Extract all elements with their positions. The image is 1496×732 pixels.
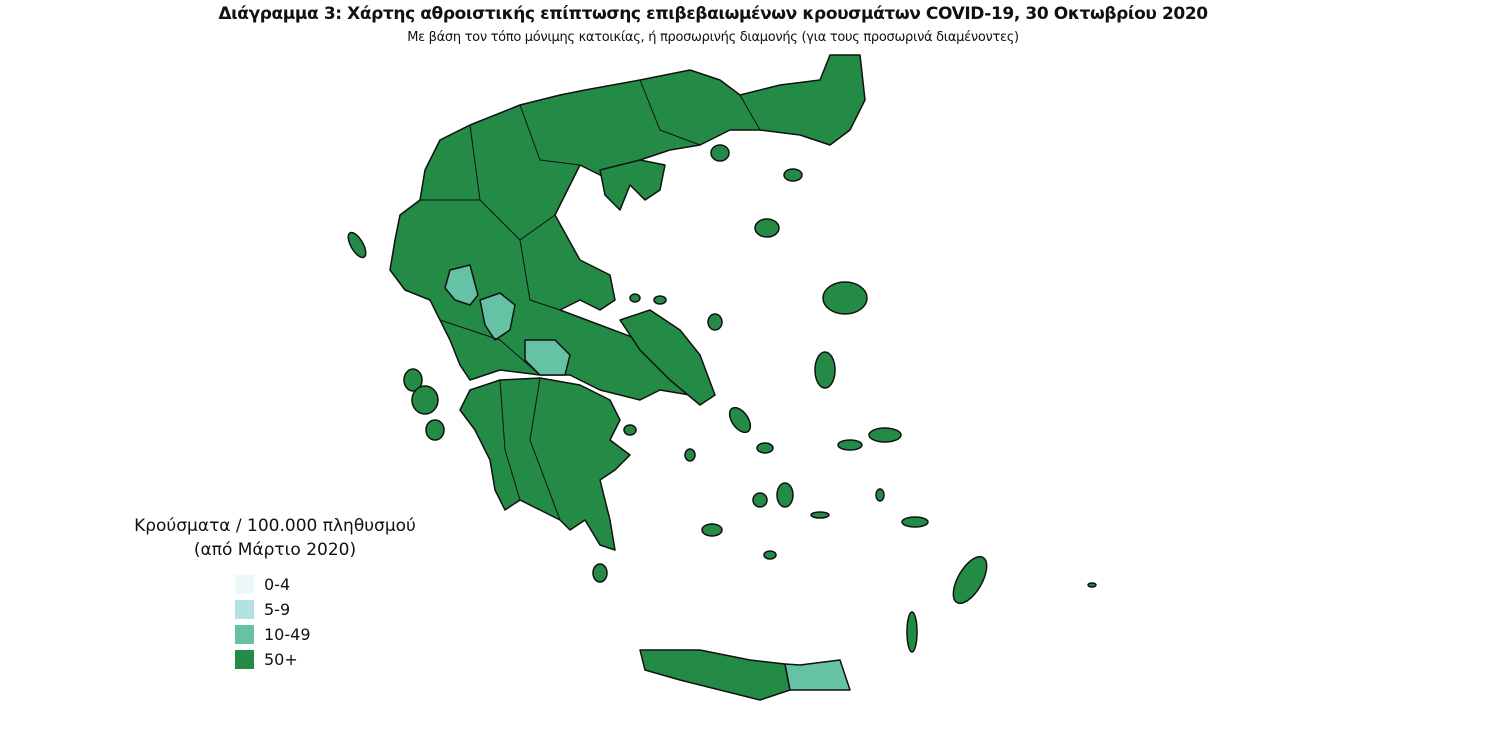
legend-item: 50+: [235, 647, 440, 672]
region-10-49-b: [479, 292, 516, 341]
internal-boundaries: [420, 79, 761, 521]
island-limnos: [754, 218, 780, 238]
island-naxos: [776, 482, 794, 508]
legend-item: 0-4: [235, 572, 440, 597]
island-ikaria: [837, 439, 863, 451]
island-aegina: [623, 424, 637, 436]
region-10-49-c: [524, 339, 571, 376]
island-kastellorizo: [1087, 582, 1097, 588]
region-peloponnese: [459, 377, 631, 551]
legend-label: 10-49: [264, 625, 311, 644]
region-crete-west: [639, 649, 791, 701]
island-corfu: [347, 231, 367, 259]
legend-item: 10-49: [235, 622, 440, 647]
island-chios: [814, 351, 836, 389]
legend-swatch: [235, 575, 254, 594]
legend-label: 0-4: [264, 575, 291, 594]
island-samos: [868, 427, 902, 443]
legend-subtitle: (από Μάρτιο 2020): [193, 540, 357, 560]
island-tinos: [756, 442, 774, 454]
island-kea: [684, 448, 696, 462]
island-zakynthos: [425, 419, 445, 441]
legend-swatch: [235, 600, 254, 619]
island-lesvos: [822, 281, 868, 315]
legend-swatch: [235, 650, 254, 669]
legend-item: 5-9: [235, 597, 440, 622]
region-chalkidiki: [599, 159, 666, 211]
map-title: Διάγραμμα 3: Χάρτης αθροιστικής επίπτωση…: [218, 4, 1208, 24]
legend: Κρούσματα / 100.000 πληθυσμού (από Μάρτι…: [110, 514, 440, 672]
island-skopelos: [653, 295, 667, 305]
island-paros: [752, 492, 768, 508]
island-kos: [901, 516, 929, 528]
island-kalymnos: [875, 488, 885, 502]
region-mainland-north: [389, 54, 866, 401]
legend-title: Κρούσματα / 100.000 πληθυσμού: [134, 516, 416, 536]
island-amorgos: [810, 511, 830, 519]
island-karpathos: [906, 611, 918, 653]
island-skyros: [707, 313, 723, 331]
region-evia: [619, 309, 716, 406]
island-lefkada: [403, 368, 423, 392]
map-subtitle: Με βάση τον τόπο μόνιμης κατοικίας, ή πρ…: [407, 30, 1019, 45]
island-milos: [701, 523, 723, 537]
island-samothraki: [783, 168, 803, 182]
legend-label: 50+: [264, 650, 298, 669]
region-10-49-a: [444, 264, 479, 306]
island-kefalonia: [411, 385, 439, 415]
island-kythira: [592, 563, 608, 583]
island-thasos: [710, 144, 730, 162]
island-andros: [728, 406, 752, 434]
island-rhodes: [952, 555, 988, 605]
region-crete-east: [784, 659, 851, 691]
legend-label: 5-9: [264, 600, 291, 619]
island-skiathos: [629, 293, 641, 303]
island-santorini: [763, 550, 777, 560]
legend-swatch: [235, 625, 254, 644]
